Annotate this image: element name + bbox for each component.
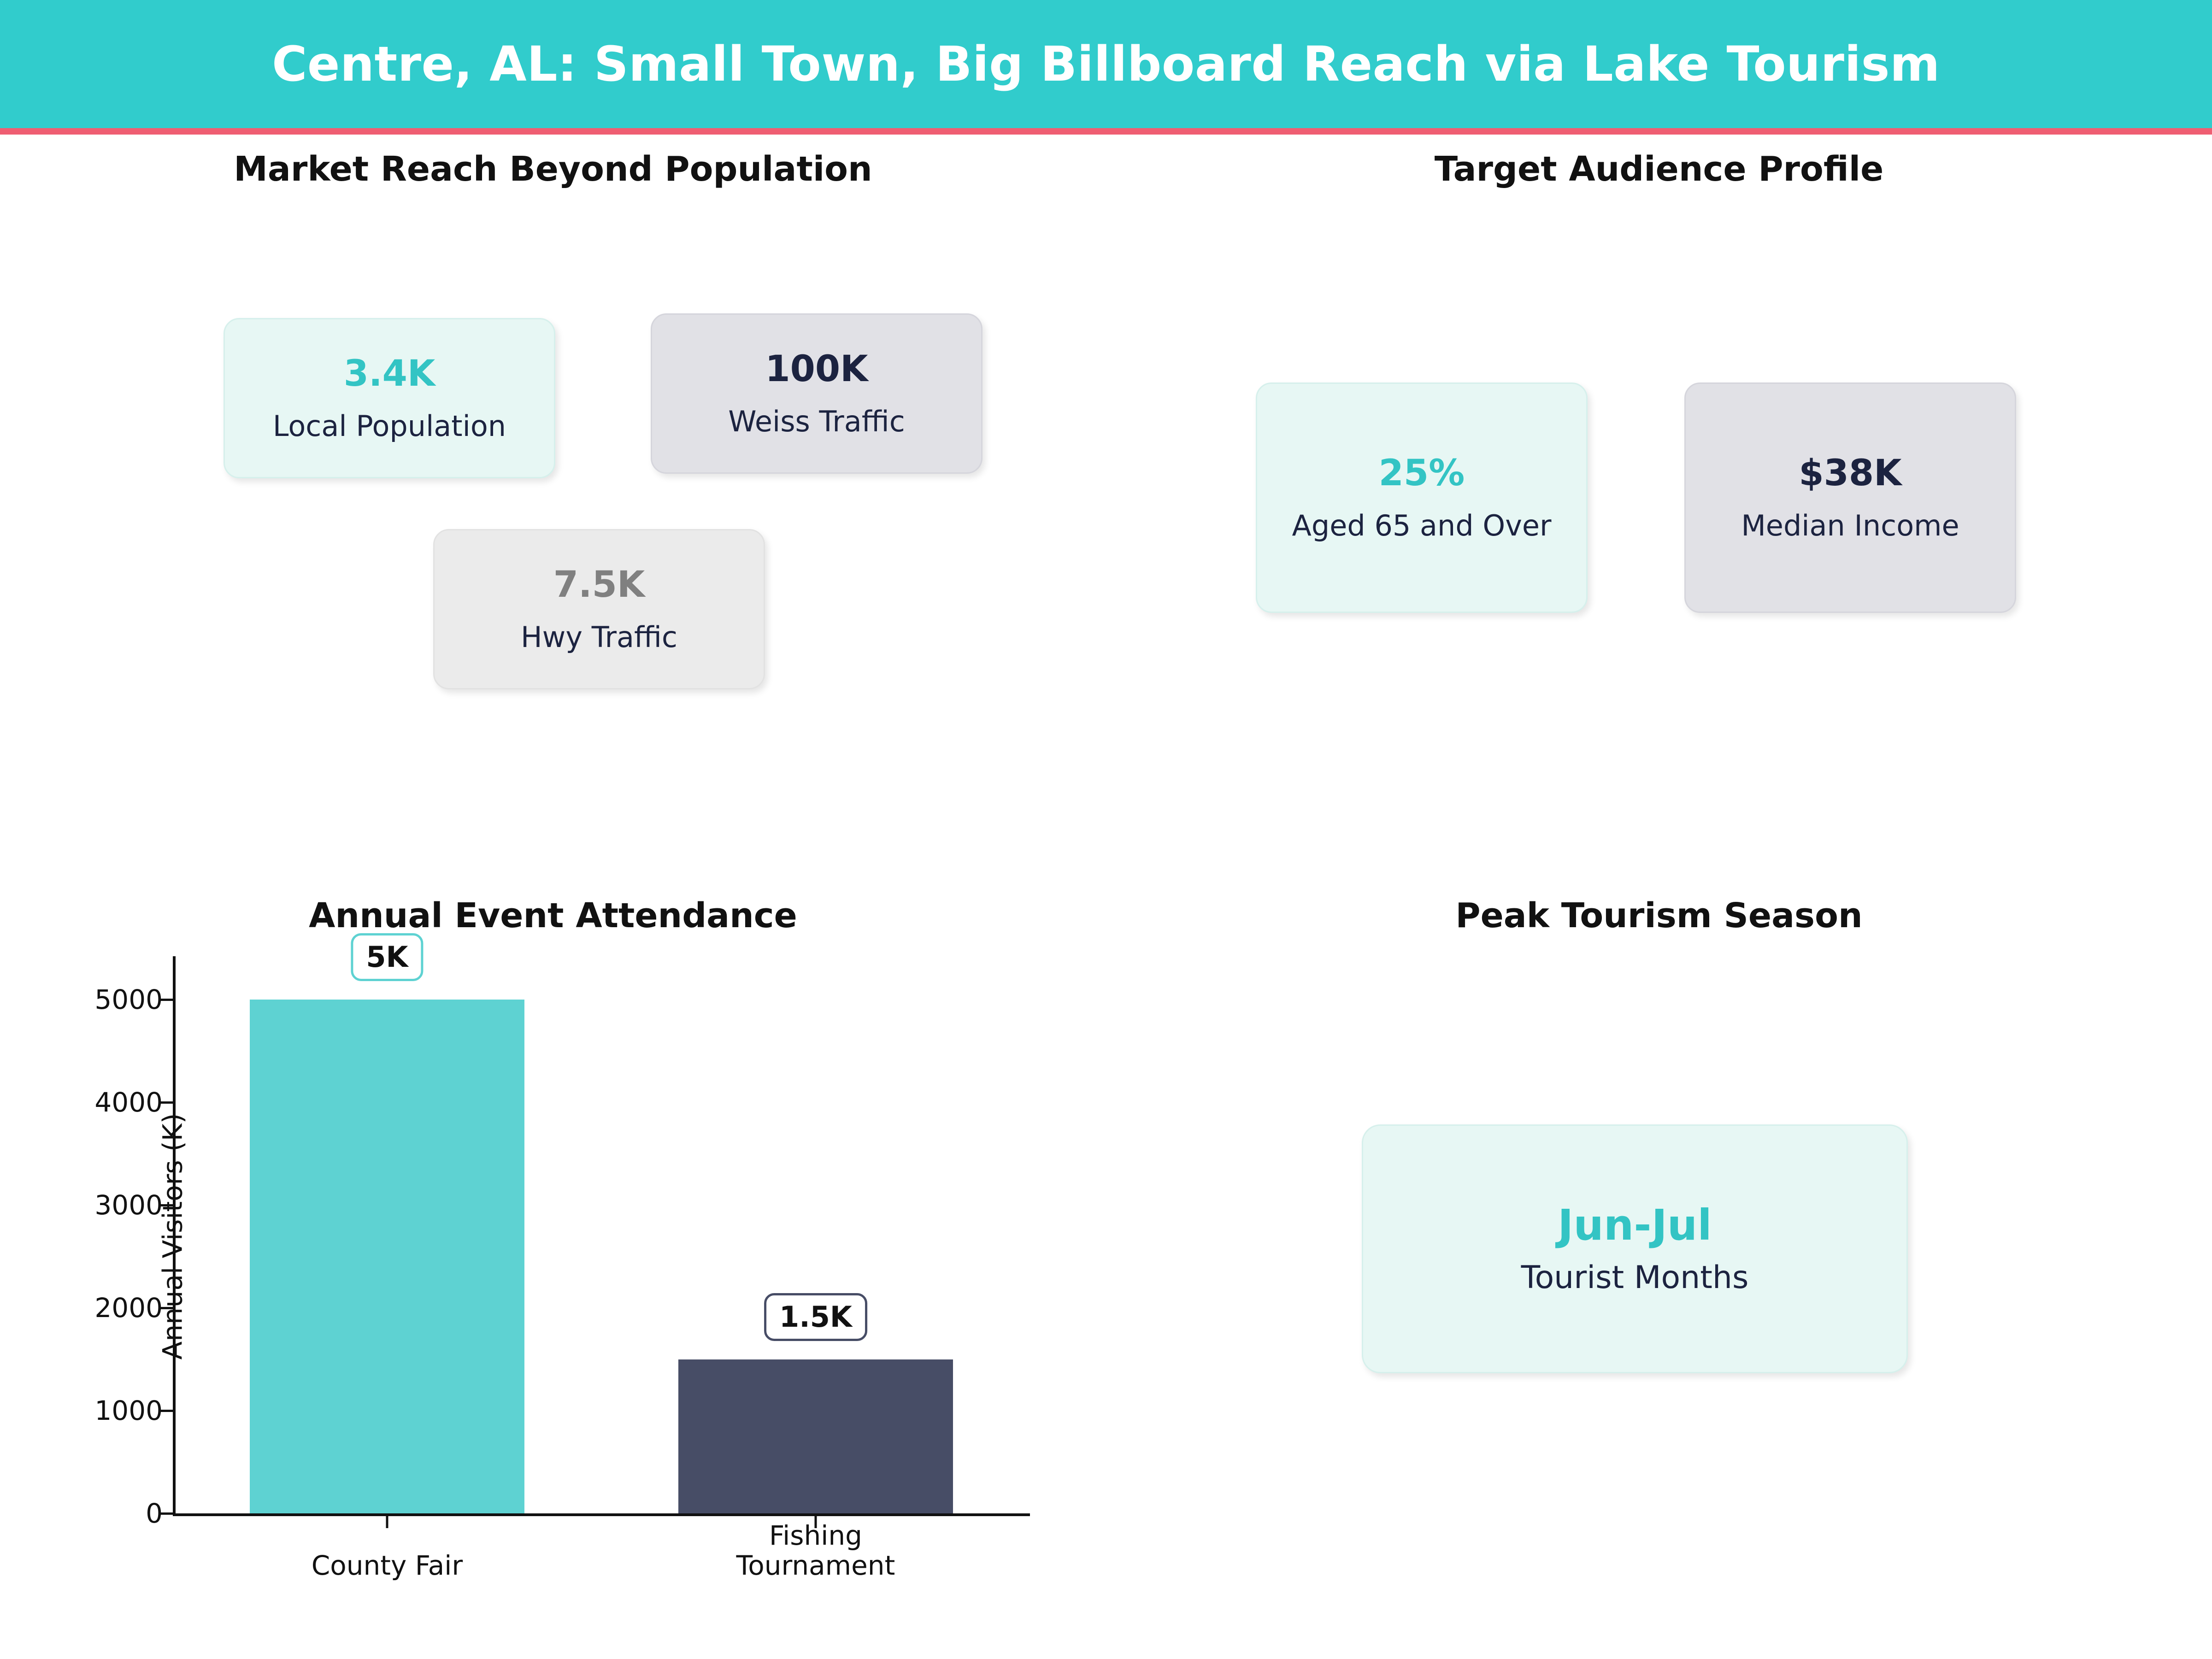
panel-peak-tourism-season: Peak Tourism Season Jun-Jul Tourist Mont… (1106, 899, 2212, 1659)
panel-annual-event-attendance-title: Annual Event Attendance (309, 896, 797, 935)
metric-label-hwy-traffic: Hwy Traffic (520, 620, 677, 654)
metric-card-median-income[interactable]: $38K Median Income (1684, 382, 2016, 613)
y-tick-label: 2000 (94, 1292, 163, 1324)
x-axis-line (173, 1513, 1030, 1516)
x-tick-label: County Fair (311, 1550, 463, 1582)
metric-card-aged-65-and-over[interactable]: 25% Aged 65 and Over (1256, 382, 1588, 613)
y-tick-label: 0 (146, 1498, 163, 1529)
y-tick-mark (159, 1204, 173, 1207)
metric-card-tourist-months[interactable]: Jun-Jul Tourist Months (1362, 1124, 1908, 1373)
y-tick-mark (159, 1410, 173, 1412)
y-tick-mark (159, 1307, 173, 1310)
metric-label-tourist-months: Tourist Months (1521, 1259, 1749, 1296)
y-tick-mark (159, 999, 173, 1001)
header-bar: Centre, AL: Small Town, Big Billboard Re… (0, 0, 2212, 128)
bar-value-label: 5K (351, 933, 424, 982)
header-accent-rule (0, 128, 2212, 135)
x-tick-mark (814, 1516, 817, 1528)
metric-card-hwy-traffic[interactable]: 7.5K Hwy Traffic (433, 529, 765, 689)
metric-label-local-population: Local Population (272, 409, 506, 443)
x-tick-label: Fishing Tournament (736, 1520, 895, 1582)
bar[interactable] (250, 1000, 524, 1513)
y-tick-mark (159, 1101, 173, 1104)
x-tick-mark (386, 1516, 388, 1528)
bar-chart-plot-area: Annual Visitors (K) 0 1000 2000 3000 4000 500… (94, 933, 1030, 1581)
panel-target-audience-title: Target Audience Profile (1434, 149, 1884, 189)
y-tick-label: 4000 (94, 1087, 163, 1118)
metric-label-median-income: Median Income (1741, 509, 1959, 542)
metric-value-hwy-traffic: 7.5K (553, 564, 645, 606)
panel-market-reach-title: Market Reach Beyond Population (234, 149, 872, 189)
page-title: Centre, AL: Small Town, Big Billboard Re… (272, 36, 1940, 92)
panel-annual-event-attendance: Annual Event Attendance Annual Visitors … (0, 899, 1106, 1659)
y-axis-line (173, 956, 176, 1516)
bar-chart: Annual Visitors (K) 0 1000 2000 3000 4000 500… (0, 899, 1106, 1659)
metric-value-aged-65-and-over: 25% (1378, 453, 1465, 494)
y-tick-label: 1000 (94, 1395, 163, 1427)
metric-value-median-income: $38K (1799, 453, 1902, 494)
metric-value-local-population: 3.4K (343, 353, 435, 394)
metric-value-tourist-months: Jun-Jul (1558, 1200, 1712, 1250)
metric-card-weiss-traffic[interactable]: 100K Weiss Traffic (651, 313, 982, 474)
y-tick-mark (159, 1512, 173, 1515)
y-tick-label: 5000 (94, 984, 163, 1016)
y-axis-title: Annual Visitors (K) (157, 1113, 188, 1359)
metric-card-local-population[interactable]: 3.4K Local Population (224, 318, 555, 478)
bar[interactable] (678, 1359, 953, 1513)
panel-target-audience: Target Audience Profile 25% Aged 65 and … (1106, 152, 2212, 871)
y-tick-label: 3000 (94, 1189, 163, 1221)
metric-value-weiss-traffic: 100K (765, 348, 868, 390)
metric-label-aged-65-and-over: Aged 65 and Over (1292, 509, 1552, 542)
bar-value-label: 1.5K (764, 1293, 867, 1341)
panel-peak-tourism-season-title: Peak Tourism Season (1455, 896, 1863, 935)
panel-market-reach: Market Reach Beyond Population 3.4K Loca… (0, 152, 1106, 871)
metric-label-weiss-traffic: Weiss Traffic (728, 405, 905, 438)
